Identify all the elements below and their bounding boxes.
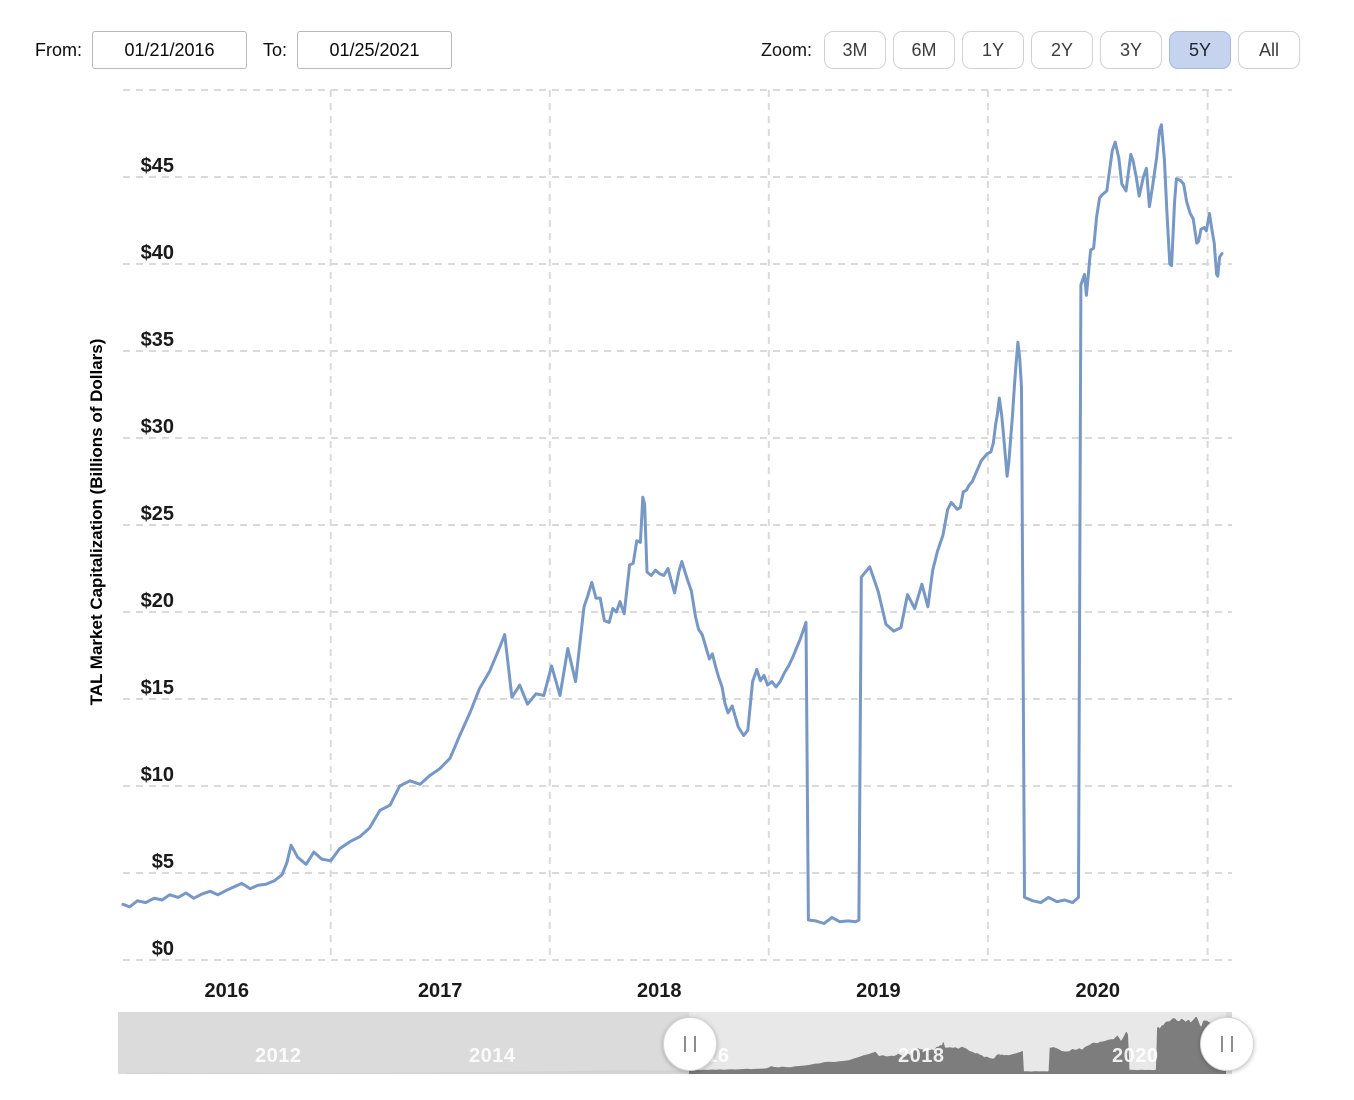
market-cap-series-line[interactable] [121, 123, 1224, 925]
x-tick-label: 2017 [418, 980, 463, 1002]
navigator-year-label: 2014 [469, 1045, 516, 1067]
zoom-button-1y[interactable]: 1Y [962, 31, 1024, 69]
y-axis-title: TAL Market Capitalization (Billions of D… [87, 338, 106, 706]
zoom-button-3m[interactable]: 3M [824, 31, 886, 69]
axis-labels: $0 $5 $10 $15 $20 $25 $30 $35 $40 $45 2016 2017 2018… [141, 155, 1120, 1002]
gridlines [123, 89, 1232, 961]
zoom-button-all[interactable]: All [1238, 31, 1300, 69]
zoom-button-5y[interactable]: 5Y [1169, 31, 1231, 69]
y-tick-label: $20 [141, 590, 174, 612]
navigator-area [126, 1016, 1227, 1074]
y-tick-label: $35 [141, 329, 174, 351]
navigator-right-handle[interactable] [1200, 1017, 1254, 1071]
date-range-controls: From: To: [35, 30, 453, 70]
to-date-input[interactable] [297, 31, 453, 69]
y-tick-label: $40 [141, 242, 174, 264]
y-tick-label: $45 [141, 155, 174, 177]
from-label: From: [35, 39, 82, 60]
y-tick-label: $25 [141, 503, 174, 525]
zoom-label: Zoom: [760, 39, 812, 60]
y-tick-label: $10 [141, 764, 174, 786]
x-tick-label: 2016 [205, 980, 250, 1002]
y-tick-label: $30 [141, 416, 174, 438]
x-tick-label: 2019 [856, 980, 901, 1002]
y-tick-label: $0 [152, 938, 174, 960]
zoom-button-3y[interactable]: 3Y [1100, 31, 1162, 69]
from-date-input[interactable] [92, 31, 247, 69]
navigator-year-label: 2012 [255, 1045, 302, 1067]
y-tick-label: $15 [141, 677, 174, 699]
to-label: To: [263, 39, 288, 60]
zoom-button-6m[interactable]: 6M [893, 31, 955, 69]
y-tick-label: $5 [152, 851, 174, 873]
x-tick-label: 2018 [637, 980, 682, 1002]
x-tick-label: 2020 [1076, 980, 1121, 1002]
drag-handle-grip-icon [1221, 1036, 1233, 1052]
zoom-controls: Zoom: 3M 6M 1Y 2Y 3Y 5Y All [761, 30, 1300, 70]
zoom-button-2y[interactable]: 2Y [1031, 31, 1093, 69]
drag-handle-grip-icon [684, 1036, 696, 1052]
navigator-year-label: 2020 [1112, 1045, 1159, 1067]
navigator-left-handle[interactable] [663, 1017, 717, 1071]
navigator-year-label: 2018 [898, 1045, 945, 1067]
navigator-mask-left [118, 1012, 689, 1074]
